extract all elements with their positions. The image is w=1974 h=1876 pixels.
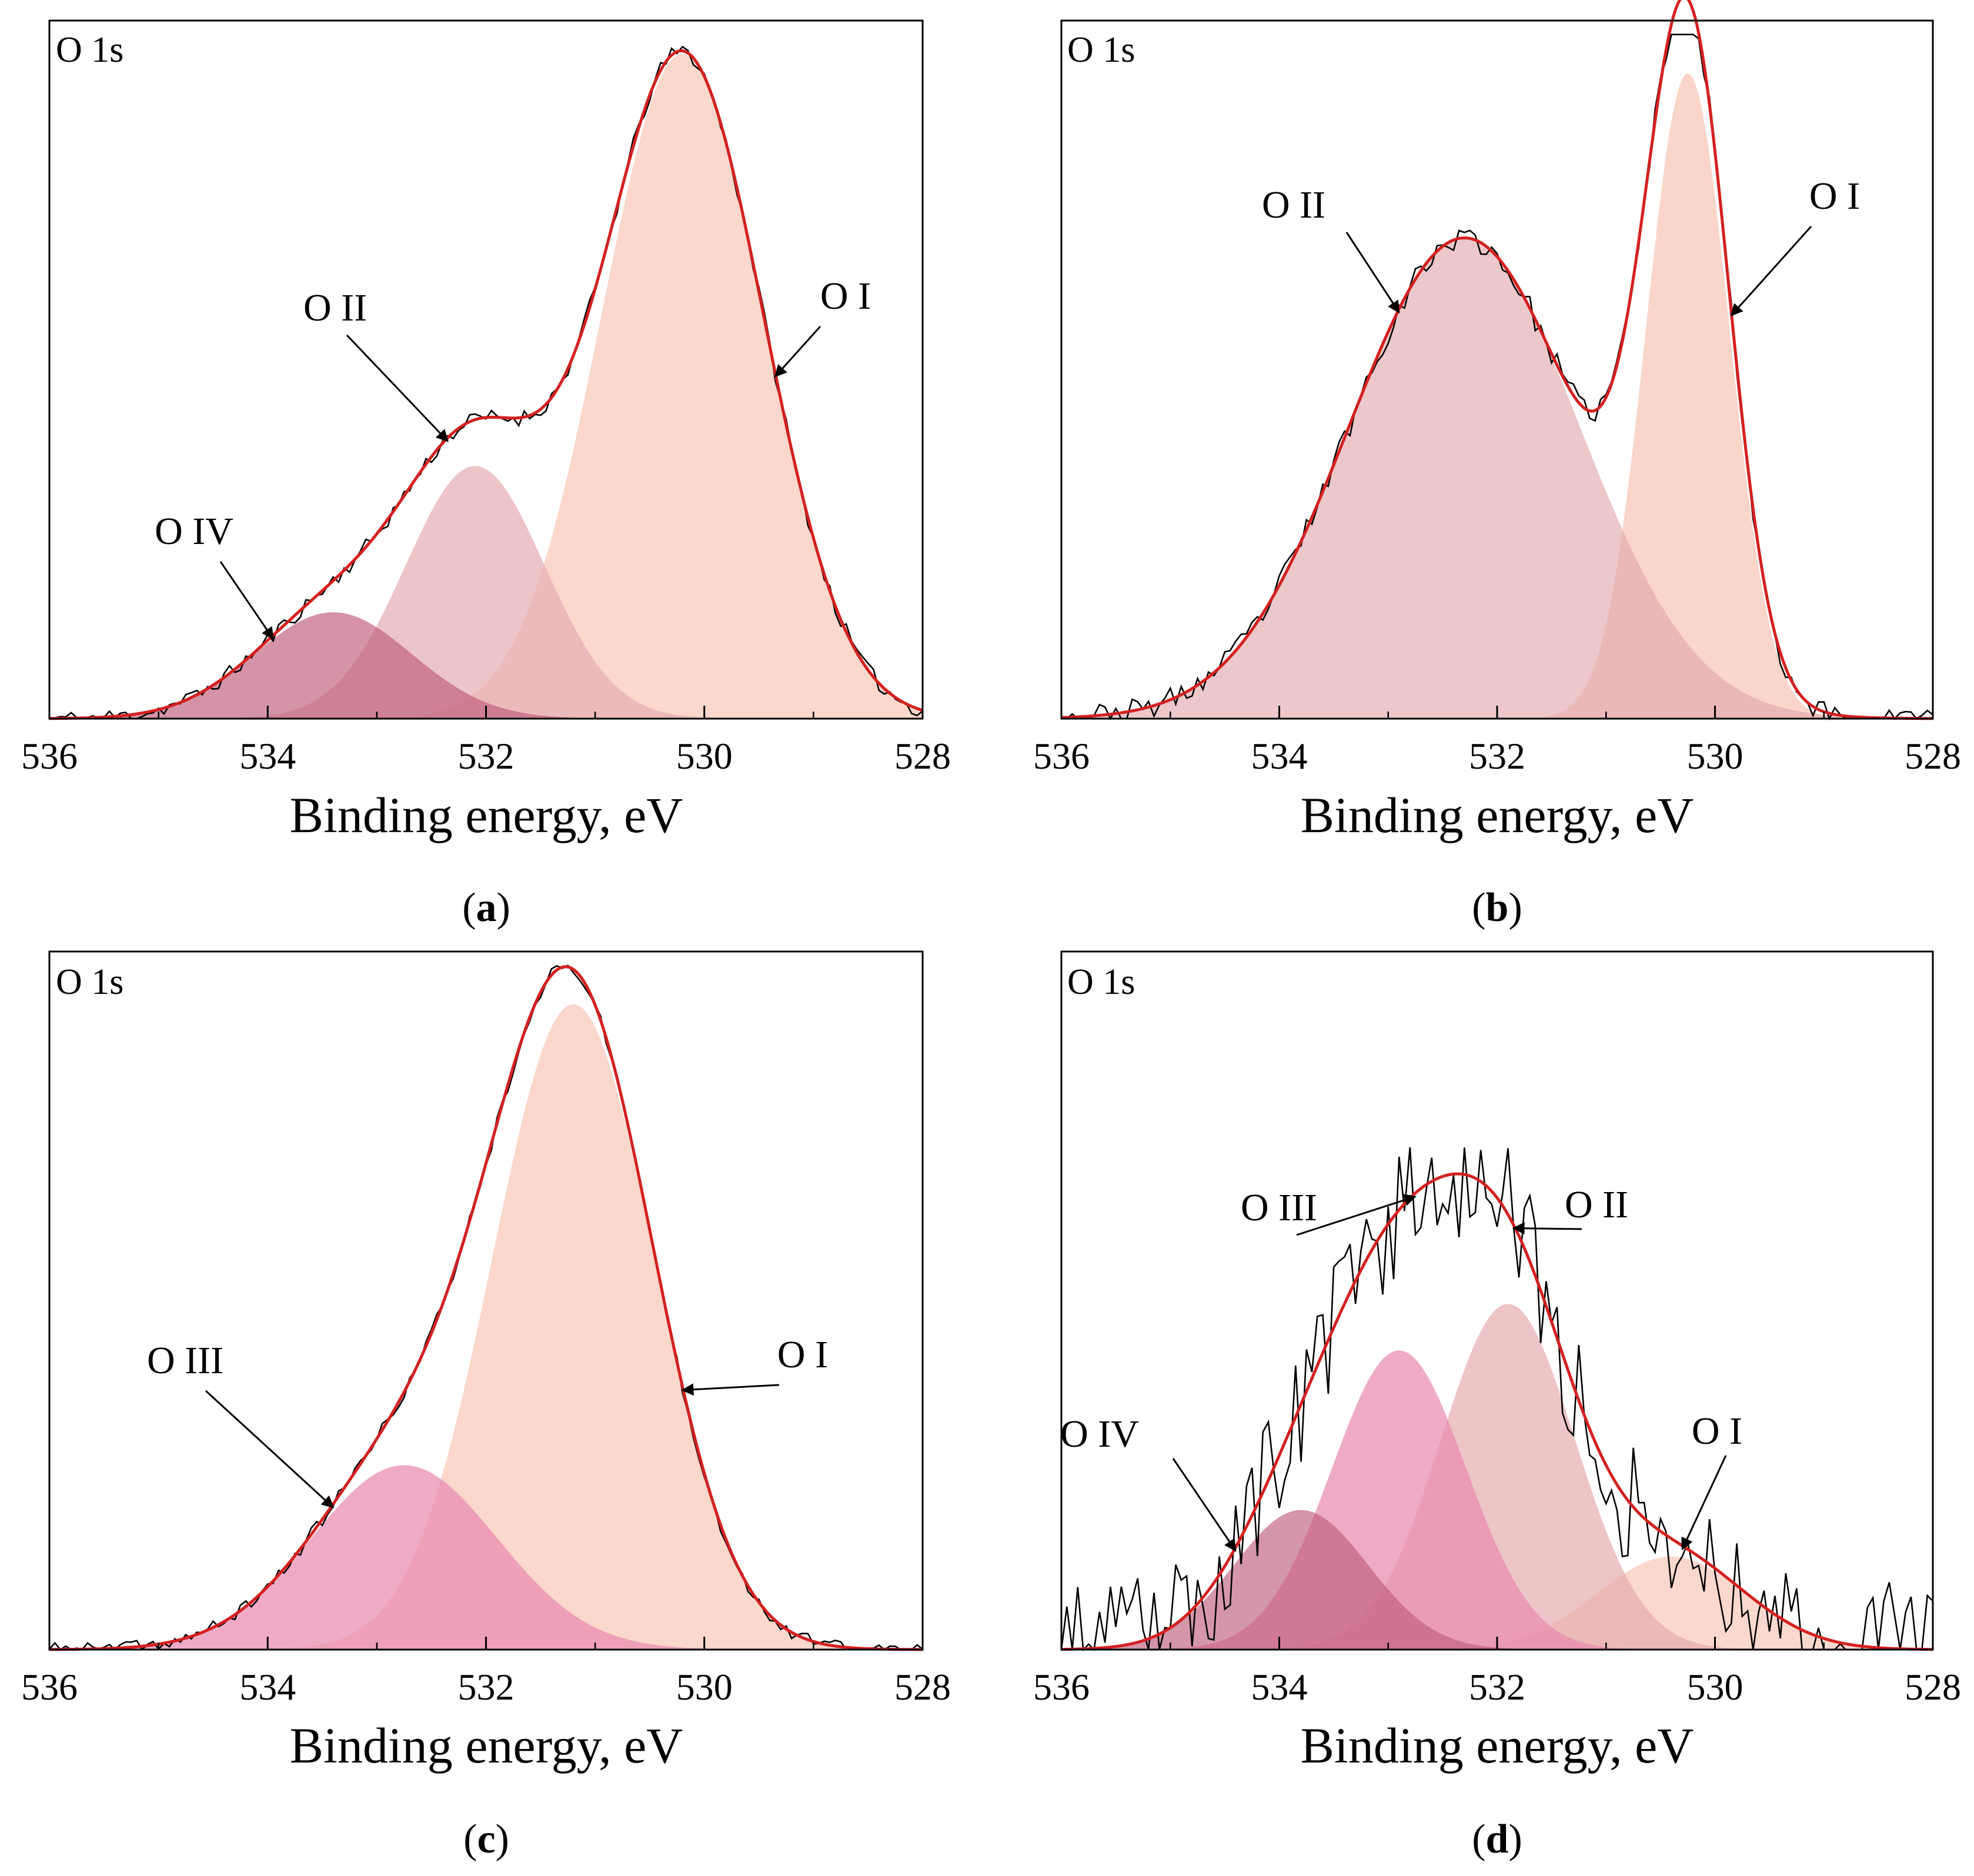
panel-a-arrow-o-ii: [346, 334, 449, 442]
panel-b-corner-label: O 1s: [1067, 30, 1135, 70]
panel-c-label-o-i: O I: [777, 1333, 828, 1376]
panel-b-label-o-ii: O II: [1262, 183, 1325, 226]
panel-b-arrow-o-i: [1730, 225, 1812, 316]
panel-b-x-tick-label-534: 534: [1251, 735, 1308, 777]
panel-d-component-o-iv-area: [1061, 1510, 1933, 1650]
panel-a-label-o-i: O I: [820, 275, 871, 318]
panel-a-x-tick-label-536: 536: [21, 735, 78, 777]
panel-d-label-o-ii: O II: [1565, 1183, 1628, 1226]
panel-c-x-axis-title: Binding energy, eV: [290, 1717, 683, 1774]
panel-c-x-tick-label-536: 536: [21, 1666, 78, 1708]
panel-b-x-tick-label-532: 532: [1469, 735, 1525, 777]
panel-a-x-axis-title: Binding energy, eV: [290, 787, 683, 843]
panel-b-x-axis-title: Binding energy, eV: [1301, 787, 1694, 843]
panel-a-plot-area: 536 534 532 530 528 O I O II O IV: [21, 19, 951, 777]
panel-a-caption-letter: a: [476, 885, 497, 930]
panel-b: O 1s 536 534 532 530 528 O I O II Binding ener…: [1033, 0, 1961, 930]
panel-a-component-o-i-area: [49, 54, 923, 719]
panel-c-x-tick-label-532: 532: [458, 1666, 515, 1708]
panel-d-plot-area: 536 534 532 530 528 O I O II O III O IV: [1033, 950, 1961, 1708]
panel-a-component-o-iv-area: [49, 612, 923, 719]
panel-a: O 1s 536 534 532 530 528 O I O II O IV Binding …: [21, 19, 951, 930]
panel-d-corner-label: O 1s: [1067, 962, 1135, 1002]
panel-c-component-o-iii-area: [49, 1465, 923, 1650]
panel-d-fit-envelope-line: [1061, 1172, 1933, 1651]
panel-a-x-tick-label-528: 528: [894, 735, 951, 777]
panel-d-x-tick-label-536: 536: [1033, 1666, 1090, 1708]
panel-d-caption: (d): [1472, 1817, 1522, 1862]
panel-d-label-o-i: O I: [1692, 1410, 1742, 1453]
panel-d-arrow-o-iii: [1296, 1194, 1417, 1236]
panel-d-arrow-o-iv: [1172, 1458, 1237, 1552]
panel-a-caption: (a): [462, 885, 510, 930]
panel-c-x-tick-label-528: 528: [894, 1666, 951, 1708]
panel-d-x-tick-label-530: 530: [1687, 1666, 1743, 1708]
panel-b-caption: (b): [1472, 885, 1522, 930]
panel-a-label-o-ii: O II: [303, 286, 367, 329]
panel-c-component-o-i-area: [49, 1004, 923, 1650]
panel-d-x-tick-label-534: 534: [1251, 1666, 1308, 1708]
panel-b-arrow-o-ii: [1345, 232, 1400, 313]
panel-b-component-o-ii-area: [1061, 238, 1933, 719]
panel-a-x-tick-label-530: 530: [676, 735, 733, 777]
panel-c-plot-area: 536 534 532 530 528 O I O III: [21, 950, 951, 1708]
panel-a-corner-label: O 1s: [56, 30, 123, 70]
panel-a-x-tick-label-534: 534: [239, 735, 296, 777]
panel-d-caption-letter: d: [1486, 1817, 1509, 1862]
panel-b-x-tick-label-528: 528: [1905, 735, 1961, 777]
panel-b-x-tick-label-536: 536: [1033, 735, 1090, 777]
panel-c-x-tick-label-534: 534: [239, 1666, 296, 1708]
panel-c-x-tick-label-530: 530: [676, 1666, 733, 1708]
panel-c: O 1s 536 534 532 530 528 O I O III Binding ene…: [21, 950, 951, 1862]
panel-a-arrow-o-i: [774, 325, 821, 378]
panel-d-arrow-o-i: [1681, 1455, 1727, 1551]
panel-b-x-tick-label-530: 530: [1687, 735, 1743, 777]
panel-d-component-o-ii-area: [1061, 1304, 1933, 1650]
panel-d-x-tick-label-532: 532: [1469, 1666, 1525, 1708]
panel-d-label-o-iv: O IV: [1060, 1413, 1139, 1456]
panel-c-corner-label: O 1s: [56, 962, 123, 1002]
panel-b-fit-envelope-line: [1061, 0, 1933, 720]
panel-d-x-tick-label-528: 528: [1905, 1666, 1961, 1708]
panel-b-caption-letter: b: [1486, 885, 1509, 930]
panel-a-arrow-o-iv: [219, 561, 274, 640]
panel-d-x-axis-title: Binding energy, eV: [1301, 1717, 1694, 1774]
panel-b-plot-area: 536 534 532 530 528 O I O II: [1033, 0, 1961, 777]
panel-d-label-o-iii: O III: [1241, 1186, 1317, 1229]
panel-c-caption-letter: c: [477, 1817, 495, 1862]
panel-a-component-o-ii-area: [49, 466, 923, 719]
panel-a-fit-envelope-line: [49, 49, 923, 720]
panel-c-caption: (c): [463, 1817, 509, 1862]
panel-a-label-o-iv: O IV: [155, 510, 233, 553]
panel-d-arrow-o-ii: [1512, 1222, 1582, 1235]
panel-d-raw-spectrum-line: [1060, 1147, 1933, 1651]
panel-c-fit-envelope-line: [49, 965, 923, 1651]
panel-d-component-o-iii-area: [1061, 1350, 1933, 1650]
panel-c-label-o-iii: O III: [147, 1339, 223, 1382]
panel-d-component-o-i-area: [1061, 1556, 1933, 1650]
panel-b-label-o-i: O I: [1809, 175, 1860, 218]
panel-a-x-tick-label-532: 532: [458, 735, 515, 777]
panel-b-component-o-i-area: [1061, 74, 1933, 719]
panel-c-arrow-o-i: [681, 1383, 780, 1396]
panel-d: O 1s 536 534 532 530 528 O I O II O III O IV Bin…: [1033, 950, 1961, 1862]
panel-c-arrow-o-iii: [205, 1390, 335, 1508]
